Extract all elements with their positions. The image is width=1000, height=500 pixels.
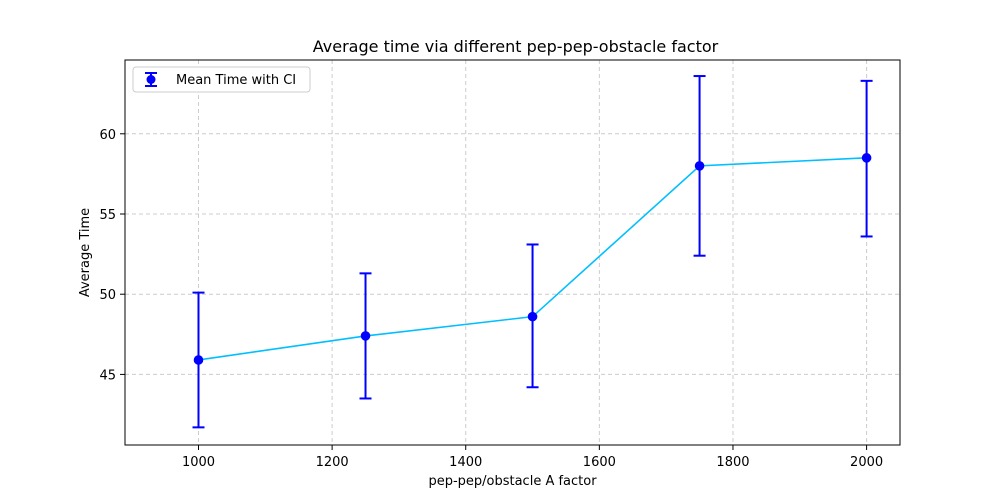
x-tick-label: 1400 [449, 455, 482, 470]
y-axis-label: Average Time [78, 208, 93, 297]
legend-box [132, 66, 311, 93]
data-point [861, 153, 872, 163]
legend-label: Mean Time with CI [176, 73, 296, 88]
legend-marker-icon [146, 75, 156, 84]
x-tick-label: 1800 [716, 455, 749, 470]
legend: Mean Time with CI [132, 66, 311, 93]
y-tick-label: 45 [99, 368, 116, 383]
data-point [694, 161, 705, 171]
y-tick-label: 60 [99, 128, 116, 143]
y-tick-label: 50 [99, 288, 116, 303]
plot-frame [124, 59, 901, 446]
x-tick-label: 1200 [316, 455, 349, 470]
chart-title: Average time via different pep-pep-obsta… [313, 37, 719, 56]
x-tick-label: 1000 [182, 455, 215, 470]
x-tick-label: 2000 [850, 455, 883, 470]
x-axis-label: pep-pep/obstacle A factor [428, 474, 597, 489]
grid [125, 60, 900, 445]
x-tick-label: 1600 [583, 455, 616, 470]
plot-data [192, 75, 873, 429]
data-point [527, 311, 538, 322]
data-point [360, 331, 371, 341]
ticks: 1000 1200 1400 1600 1800 2000 45 50 55 60 [99, 128, 883, 470]
y-tick-label: 55 [99, 208, 116, 223]
data-point [193, 355, 204, 365]
